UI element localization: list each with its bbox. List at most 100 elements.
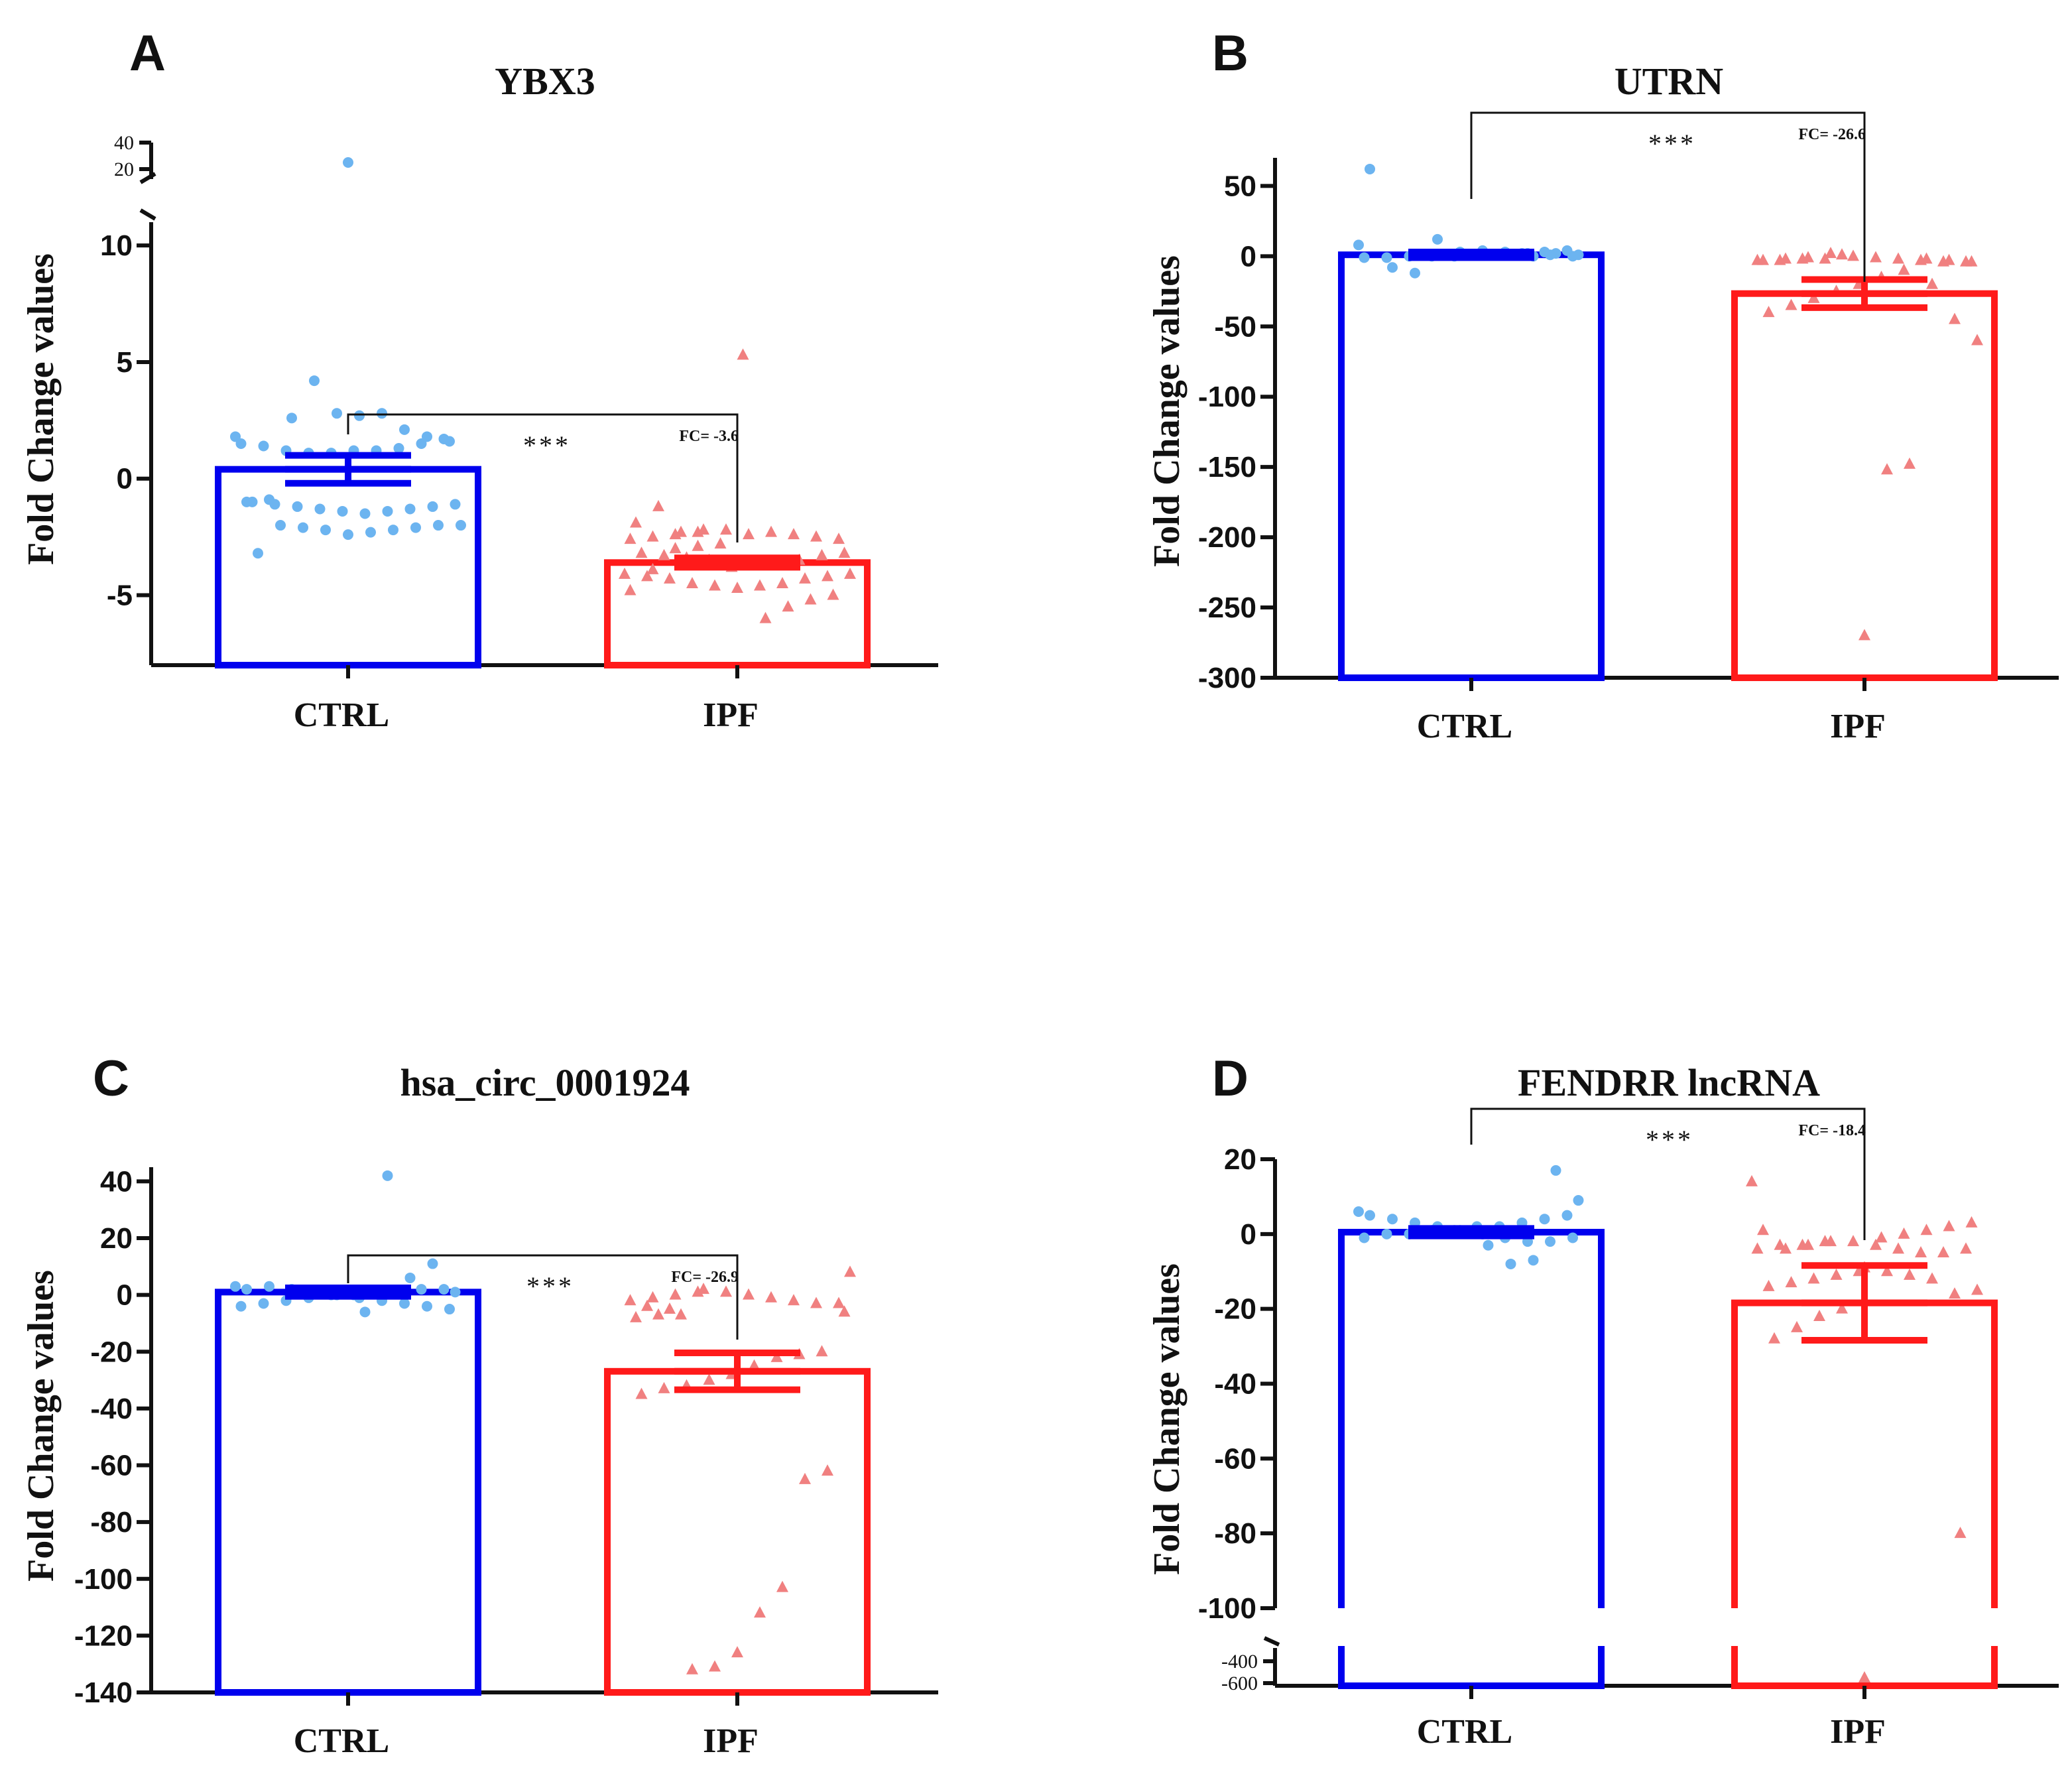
data-point xyxy=(1971,1283,1983,1295)
data-point xyxy=(641,570,653,582)
data-point xyxy=(1762,1279,1775,1291)
data-point xyxy=(377,408,387,419)
data-point xyxy=(1550,248,1561,259)
y-tick-label: -50 xyxy=(1214,310,1256,343)
data-point xyxy=(359,1306,371,1318)
data-point xyxy=(844,567,856,579)
category-label: CTRL xyxy=(294,696,389,734)
data-point xyxy=(1751,1242,1764,1254)
outlier-point xyxy=(343,157,353,168)
data-point xyxy=(399,1298,410,1309)
significance-bracket xyxy=(1470,111,1866,282)
data-point xyxy=(737,348,749,360)
data-point xyxy=(669,1288,682,1300)
data-point xyxy=(1926,1272,1938,1284)
data-point xyxy=(799,572,811,584)
data-point xyxy=(709,1660,721,1672)
data-point xyxy=(253,548,263,559)
data-point xyxy=(720,1285,732,1297)
y-tick-label: 20 xyxy=(1224,1143,1256,1176)
panel-letter: C xyxy=(93,1050,129,1107)
y-tick-label: 0 xyxy=(1241,1218,1256,1251)
data-point xyxy=(1830,1268,1843,1280)
data-point xyxy=(635,1387,648,1399)
data-point xyxy=(675,525,687,537)
data-point xyxy=(698,1283,709,1295)
data-point xyxy=(1780,252,1792,264)
data-point xyxy=(1926,277,1938,289)
y-axis-label: Fold Change values xyxy=(21,1270,62,1582)
axis-break-mark xyxy=(139,208,156,221)
data-point xyxy=(1410,267,1420,279)
data-point xyxy=(1847,249,1859,261)
data-point xyxy=(382,1170,393,1181)
y-axis-label: Fold Change values xyxy=(1146,1263,1188,1575)
bar xyxy=(604,1367,871,1696)
data-point xyxy=(833,1296,845,1308)
data-point xyxy=(1915,1246,1927,1258)
y-tick-label: 5 xyxy=(117,346,133,379)
bar xyxy=(215,466,481,669)
data-point xyxy=(822,570,833,582)
data-point xyxy=(804,593,817,605)
data-point xyxy=(1768,1332,1780,1344)
data-point xyxy=(393,443,404,454)
y-tick-label: 20 xyxy=(100,1222,133,1255)
data-point xyxy=(456,520,466,531)
data-point xyxy=(782,600,794,612)
panel-letter: A xyxy=(129,25,166,82)
data-point xyxy=(416,1284,427,1295)
panel-letter: B xyxy=(1212,25,1249,82)
bar xyxy=(1338,1229,1605,1608)
data-point xyxy=(646,562,659,574)
data-point xyxy=(1365,1210,1375,1221)
data-point xyxy=(444,1304,455,1315)
data-point xyxy=(438,1284,450,1295)
y-tick-label: 10 xyxy=(100,229,133,262)
data-point xyxy=(1954,1527,1967,1539)
data-point xyxy=(235,1300,247,1312)
data-point xyxy=(422,1300,432,1312)
y-tick-label: -60 xyxy=(1214,1442,1256,1475)
data-point xyxy=(748,1359,761,1371)
chart-title: hsa_circ_0001924 xyxy=(400,1061,690,1104)
data-point xyxy=(1881,1265,1893,1277)
data-point xyxy=(754,1606,766,1618)
data-point xyxy=(624,1294,637,1306)
data-point xyxy=(450,1287,461,1298)
data-point xyxy=(314,503,326,515)
data-point xyxy=(652,499,664,511)
chart-title: UTRN xyxy=(1615,60,1723,103)
data-point xyxy=(410,522,421,533)
category-label: CTRL xyxy=(294,1722,389,1760)
panel-b: B UTRN Fold Change values -300 -250 -200 -1… xyxy=(1146,25,2059,745)
data-point xyxy=(1898,263,1910,275)
data-point xyxy=(669,542,682,554)
bar xyxy=(1731,290,1998,681)
data-point xyxy=(1847,1235,1859,1247)
data-point xyxy=(433,520,444,531)
data-point xyxy=(1965,255,1978,267)
data-point xyxy=(1567,1232,1578,1243)
significance-stars: *** xyxy=(523,430,571,460)
data-point xyxy=(1780,1242,1792,1254)
y-tick-label: -120 xyxy=(74,1619,133,1652)
data-point xyxy=(709,579,721,591)
plot-area: -100 -80 -60 -40 -20 0 20 -400-600 CTRL IPF *** FC=… xyxy=(1198,1107,2059,1751)
data-point xyxy=(269,499,280,510)
data-point xyxy=(810,1296,822,1308)
data-point xyxy=(422,431,432,442)
significance-stars: *** xyxy=(1646,1125,1693,1155)
y-tick-label: -20 xyxy=(90,1336,133,1368)
category-label: IPF xyxy=(1830,708,1886,745)
y-tick-label: -100 xyxy=(74,1563,133,1596)
significance-stars: *** xyxy=(526,1271,574,1301)
y-tick-label: -40 xyxy=(1214,1368,1256,1401)
data-point xyxy=(1359,252,1370,263)
data-point xyxy=(686,1663,698,1675)
data-point xyxy=(388,525,398,536)
y-tick-label: 20 xyxy=(114,158,134,180)
data-point xyxy=(1920,252,1933,264)
significance-bracket xyxy=(1470,1107,1866,1240)
data-point xyxy=(1875,1231,1888,1243)
